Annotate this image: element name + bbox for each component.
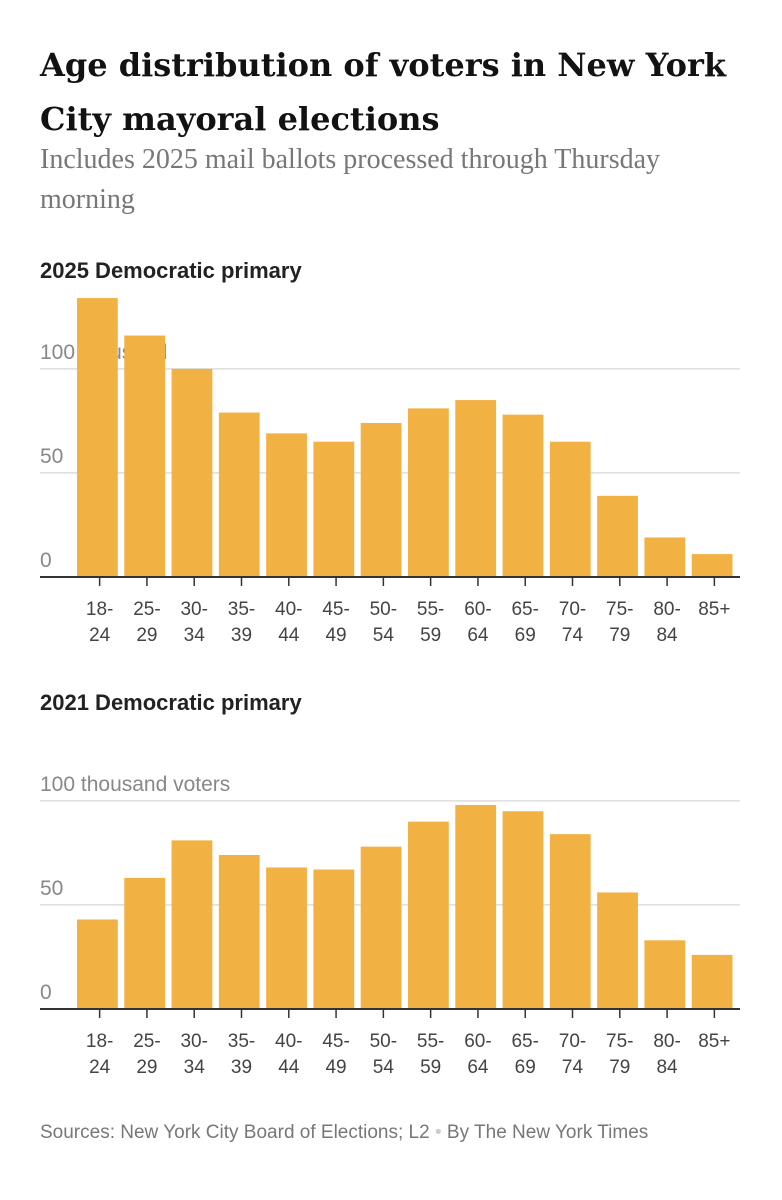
bar — [171, 840, 213, 1009]
x-tick-label: 75-79 — [606, 599, 634, 646]
x-tick-label: 55-59 — [416, 599, 445, 646]
bar — [360, 422, 402, 577]
bar — [691, 554, 733, 577]
chart-title: 2021 Democratic primary — [40, 690, 302, 715]
bar — [644, 940, 686, 1009]
bar — [408, 408, 449, 577]
bar — [218, 854, 260, 1009]
x-tick-label: 45-49 — [322, 599, 350, 646]
x-tick-label: 85+ — [698, 1031, 731, 1052]
y-tick-label: 0 — [40, 981, 52, 1004]
bar — [124, 877, 166, 1009]
x-tick-label: 80-84 — [653, 1031, 681, 1078]
subtitle: Includes 2025 mail ballots processed thr… — [40, 144, 661, 215]
x-tick-label: 40-44 — [275, 1031, 303, 1078]
chart-title: 2025 Democratic primary — [40, 258, 302, 283]
bar — [313, 441, 355, 577]
bar — [408, 821, 449, 1009]
x-tick-label: 60-64 — [464, 1031, 492, 1078]
x-tick-label: 18-24 — [85, 1031, 114, 1078]
bar — [124, 335, 166, 577]
footer: Sources: New York City Board of Election… — [40, 1116, 740, 1150]
bar — [691, 954, 733, 1009]
y-tick-label: 50 — [40, 877, 63, 900]
bar — [597, 495, 638, 577]
x-tick-label: 60-64 — [464, 599, 492, 646]
bar — [502, 414, 544, 577]
x-tick-label: 50-54 — [369, 599, 398, 646]
bar — [77, 298, 118, 577]
x-tick-label: 55-59 — [416, 1031, 445, 1078]
credit: By The New York Times — [446, 1122, 649, 1143]
x-tick-label: 65-69 — [511, 599, 539, 646]
bar — [455, 400, 497, 577]
title: Age distribution of voters in New York C… — [40, 46, 727, 138]
bar — [171, 368, 213, 577]
y-tick-label: 0 — [40, 549, 52, 572]
x-tick-label: 85+ — [698, 599, 731, 620]
x-tick-label: 25-29 — [133, 1031, 161, 1078]
x-tick-label: 30-34 — [180, 1031, 208, 1078]
bar — [502, 811, 544, 1009]
bar — [313, 869, 355, 1009]
x-tick-label: 25-29 — [133, 599, 161, 646]
bar — [360, 846, 402, 1009]
x-tick-label: 50-54 — [369, 1031, 398, 1078]
x-tick-label: 40-44 — [275, 599, 303, 646]
x-tick-label: 80-84 — [653, 599, 681, 646]
bar — [549, 441, 591, 577]
y-tick-label: 50 — [40, 445, 63, 468]
y-tick-label: 100 thousand voters — [40, 773, 230, 796]
bar — [266, 867, 307, 1009]
x-tick-label: 70-74 — [558, 1031, 587, 1078]
bar — [266, 433, 307, 577]
bar — [549, 834, 591, 1009]
x-tick-label: 18-24 — [85, 599, 114, 646]
bar — [455, 805, 497, 1009]
x-tick-label: 45-49 — [322, 1031, 350, 1078]
separator: • — [434, 1122, 442, 1143]
source: Sources: New York City Board of Election… — [40, 1122, 430, 1143]
x-tick-label: 35-39 — [227, 599, 256, 646]
bar — [218, 412, 260, 577]
x-tick-label: 70-74 — [558, 599, 587, 646]
bar — [644, 537, 686, 577]
x-tick-label: 35-39 — [227, 1031, 256, 1078]
bar — [77, 919, 118, 1009]
x-tick-label: 65-69 — [511, 1031, 539, 1078]
x-tick-label: 30-34 — [180, 599, 208, 646]
x-tick-label: 75-79 — [606, 1031, 634, 1078]
bar — [597, 892, 638, 1009]
